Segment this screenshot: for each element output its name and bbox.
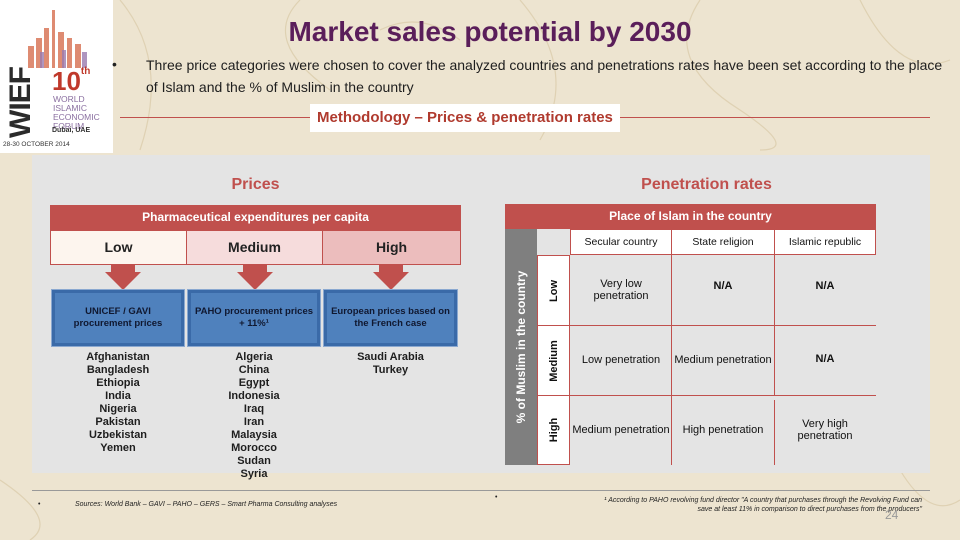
logo-wief-text: WIEF	[4, 67, 37, 138]
column-header-state-religion: State religion	[671, 229, 775, 255]
grid-line	[570, 325, 876, 326]
muslim-share-side-bar: % of Muslim in the country	[505, 229, 537, 465]
price-level-medium: Medium	[186, 230, 323, 265]
matrix-cell: Medium penetration	[572, 424, 670, 436]
arrow-down-icon	[237, 264, 273, 290]
footer-note: ¹ According to PAHO revolving fund direc…	[604, 497, 922, 513]
country-name: Pakistan	[95, 416, 141, 428]
price-level-high: High	[322, 230, 461, 265]
country-name: Egypt	[238, 377, 270, 389]
price-source-european: European prices based on the French case	[323, 289, 458, 347]
logo-forum-name: WORLD ISLAMIC ECONOMIC FORUM	[53, 94, 100, 131]
price-source-paho: PAHO procurement prices + 11%¹	[187, 289, 321, 347]
row-label-low: Low	[537, 255, 570, 326]
country-list-high: Saudi Arabia Turkey	[324, 351, 457, 377]
page-title: Market sales potential by 2030	[288, 16, 692, 47]
country-list-medium: Algeria China Egypt Indonesia Iraq Iran …	[188, 351, 320, 481]
country-name: Nigeria	[99, 403, 137, 415]
country-name: Saudi Arabia	[357, 351, 424, 363]
arrow-down-icon	[373, 264, 409, 290]
country-name: Indonesia	[228, 390, 280, 402]
country-name: Iraq	[243, 403, 265, 415]
country-name: Turkey	[372, 364, 409, 376]
prices-header-bar: Pharmaceutical expenditures per capita	[50, 205, 461, 230]
price-level-low: Low	[50, 230, 187, 265]
country-name: Morocco	[231, 442, 277, 454]
matrix-cell: N/A	[815, 280, 835, 292]
prices-title: Prices	[231, 176, 280, 193]
arrow-down-icon	[105, 264, 141, 290]
country-name: Yemen	[100, 442, 136, 454]
footer-sources: Sources: World Bank – GAVI – PAHO – GERS…	[75, 501, 338, 508]
country-name: India	[105, 390, 131, 402]
muslim-share-label: % of Muslim in the country	[514, 270, 528, 424]
country-name: Bangladesh	[86, 364, 150, 376]
column-header-islamic-republic: Islamic republic	[774, 229, 876, 255]
penetration-header-bar: Place of Islam in the country	[505, 204, 876, 229]
intro-text: Three price categories were chosen to co…	[146, 57, 943, 95]
country-name: Ethiopia	[96, 377, 140, 389]
country-name: Malaysia	[231, 429, 277, 441]
footer-bullet: •	[38, 501, 41, 508]
country-name: Algeria	[235, 351, 273, 363]
penetration-title: Penetration rates	[641, 176, 772, 193]
matrix-cell: Very high penetration	[797, 418, 853, 442]
logo-edition: 10th	[52, 66, 91, 96]
row-label-medium: Medium	[537, 325, 570, 396]
wief-logo: WIEF 10th WORLD ISLAMIC ECONOMIC FORUM D…	[0, 0, 113, 153]
matrix-cell: Medium penetration	[674, 354, 772, 366]
country-name: Afghanistan	[86, 351, 150, 363]
grid-line	[774, 400, 775, 465]
logo-dates: 28-30 OCTOBER 2014	[3, 141, 70, 148]
grid-line	[671, 255, 672, 465]
column-header-secular: Secular country	[570, 229, 672, 255]
footer-divider	[32, 490, 930, 491]
price-source-unicef: UNICEF / GAVI procurement prices	[51, 289, 185, 347]
intro-bullet: •	[112, 56, 117, 72]
matrix-cell: N/A	[815, 353, 835, 365]
matrix-cell: Very low penetration	[593, 278, 649, 302]
matrix-cell: High penetration	[682, 424, 764, 436]
country-name: Syria	[240, 468, 268, 480]
matrix-cell: N/A	[713, 280, 733, 292]
matrix-cell: Low penetration	[581, 354, 661, 366]
page-number: 24	[885, 508, 899, 522]
country-name: Uzbekistan	[88, 429, 148, 441]
country-list-low: Afghanistan Bangladesh Ethiopia India Ni…	[52, 351, 184, 455]
country-name: China	[238, 364, 270, 376]
logo-place: Dubai, UAE	[52, 127, 91, 134]
skyline-icon	[28, 10, 87, 68]
country-name: Iran	[243, 416, 265, 428]
methodology-label: Methodology – Prices & penetration rates	[310, 104, 620, 132]
grid-line	[570, 395, 876, 396]
row-label-high: High	[537, 395, 570, 465]
footer-note-bullet: •	[495, 494, 498, 501]
country-name: Sudan	[237, 455, 271, 467]
